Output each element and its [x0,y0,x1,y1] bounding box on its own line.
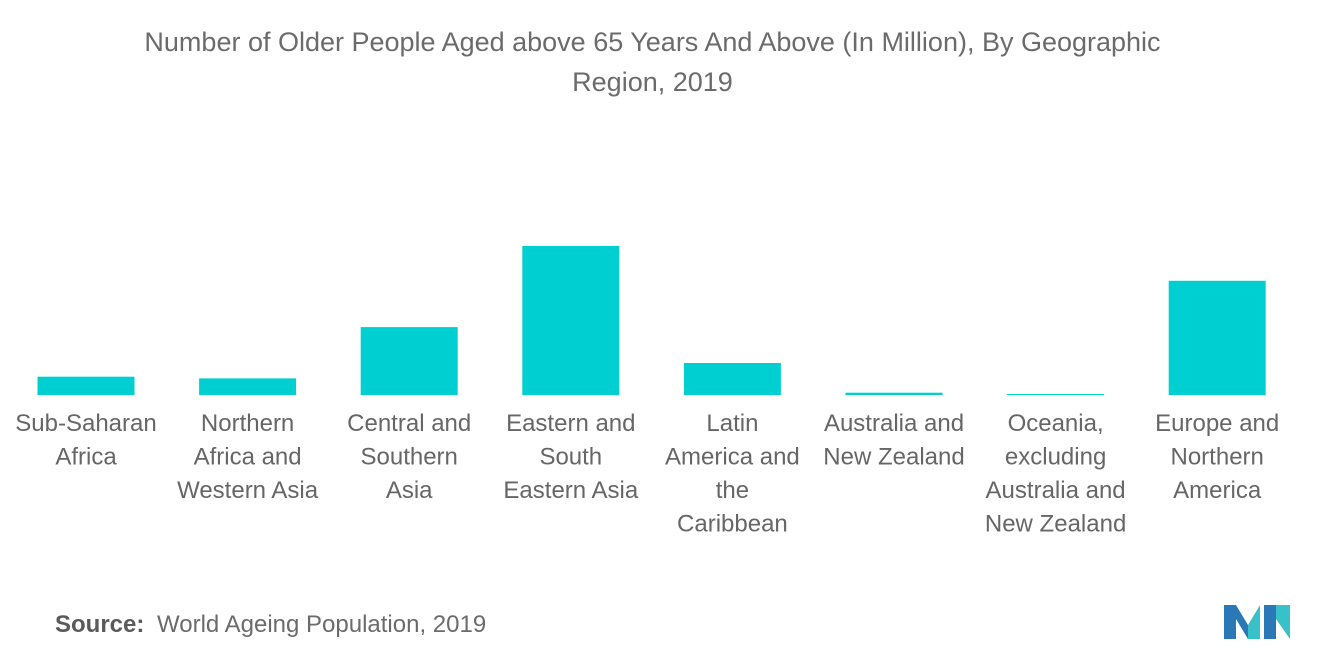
x-tick-label-3-0: Eastern and [506,410,635,437]
source-note: Source: World Ageing Population, 2019 [55,611,486,639]
x-tick-label-4-0: Latin [706,410,758,437]
x-tick-label-4-3: Caribbean [677,511,788,538]
bar-4 [683,363,781,395]
bar-chart: Sub-Saharan Africa Northern Africa and Weste… [15,246,1279,538]
x-tick-label-5-1: New Zealand [823,444,964,471]
bar-1 [199,378,297,395]
bar-0 [37,376,135,395]
x-tick-label-6-1: excluding [1005,444,1106,471]
bar-7 [1168,280,1266,395]
bar-5 [845,392,943,395]
x-tick-label-6-3: New Zealand [985,511,1126,538]
x-tick-label-1-2: Western Asia [177,477,319,504]
x-tick-label-5-0: Australia and [824,410,964,437]
x-tick-label-2-2: Asia [386,477,433,504]
x-tick-label-0-1: Africa [55,444,117,471]
chart-title-line-2: Region, 2019 [572,67,733,97]
mordor-intelligence-logo-icon [1224,605,1290,639]
chart-title-line-1: Number of Older People Aged above 65 Yea… [144,27,1161,57]
source-text: World Ageing Population, 2019 [157,611,487,638]
x-tick-label-6-0: Oceania, [1008,410,1104,437]
bar-6 [1007,394,1105,395]
bar-3 [522,246,620,395]
x-tick-label-0-0: Sub-Saharan [15,410,156,437]
x-tick-label-4-2: the [716,477,749,504]
x-tick-label-3-1: South [539,444,602,471]
x-tick-label-2-0: Central and [347,410,471,437]
x-tick-label-7-0: Europe and [1155,410,1279,437]
x-tick-label-6-2: Australia and [986,477,1126,504]
x-tick-label-3-2: Eastern Asia [503,477,638,504]
chart-title: Number of Older People Aged above 65 Yea… [0,22,1305,102]
x-tick-label-1-1: Africa and [194,444,302,471]
source-label: Source: [55,611,145,638]
x-tick-label-4-1: America and [665,444,800,471]
x-tick-label-1-0: Northern [201,410,294,437]
bar-2 [360,327,458,395]
x-tick-label-7-1: Northern [1171,444,1264,471]
x-tick-label-2-1: Southern [360,444,457,471]
x-tick-label-7-2: America [1173,477,1262,504]
